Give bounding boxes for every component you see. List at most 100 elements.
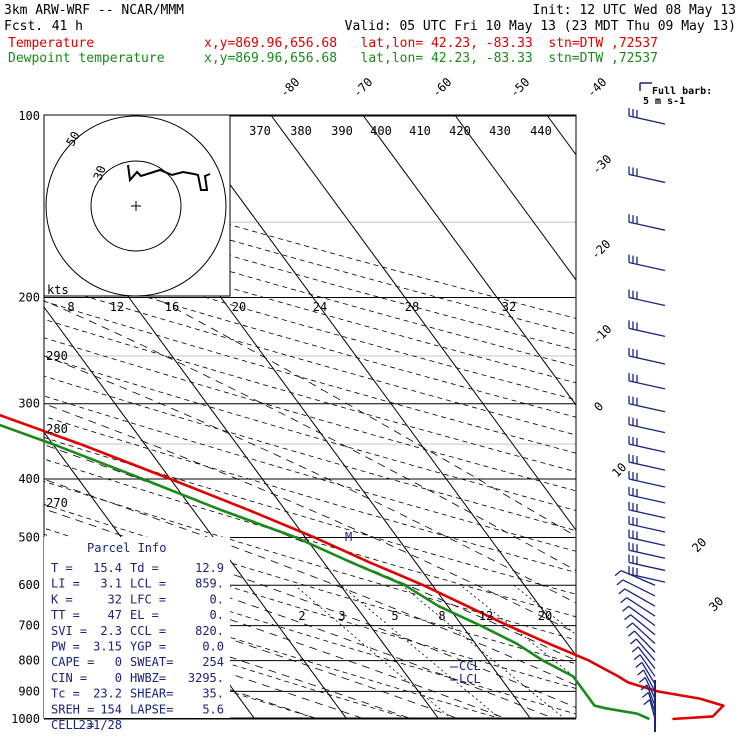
parcel-label: YGP = (130, 640, 166, 654)
parcel-value: 0 (115, 655, 122, 669)
isotherm-line (44, 306, 347, 718)
hodograph-ring-label: 50 (63, 129, 82, 149)
dry-adiabat-line (44, 437, 576, 595)
parcel-value: 5.6 (202, 702, 224, 716)
wind-barb (628, 372, 666, 390)
parcel-value: 0. (210, 608, 224, 622)
moist-adiabat-line (44, 478, 576, 686)
plot-frame (43, 114, 577, 719)
mixing-ratio-label: 8 (438, 609, 445, 623)
wind-barb (628, 436, 666, 453)
pressure-tick-label: 200 (18, 291, 40, 305)
mixing-ratio-label: 20 (538, 609, 552, 623)
parcel-row: TT = 47 EL = 0. (51, 608, 224, 622)
pressure-tick-label: 600 (18, 578, 40, 592)
wind-barb (628, 516, 666, 533)
wind-barb (628, 471, 666, 488)
wind-barb (628, 320, 666, 338)
theta-label: 400 (370, 124, 392, 138)
pressure-tick-label: 300 (18, 397, 40, 411)
parcel-label: K = (51, 592, 73, 606)
theta-label: 380 (290, 124, 312, 138)
theta-left-label: 280 (46, 422, 68, 436)
fcst-value: 41 h (52, 19, 83, 34)
pressure-tick-label: 1000 (11, 712, 40, 726)
wind-barb (628, 501, 666, 519)
hodograph-trace (127, 164, 211, 191)
parcel-row: PW = 3.15 YGP = 0.0 (51, 640, 224, 654)
mixing-ratio-line (294, 584, 452, 718)
parcel-row: Tc = 23.2 SHEAR= 35. (51, 687, 224, 701)
parcel-info-title: Parcel Info (87, 541, 166, 555)
parcel-value: 3.1 (100, 577, 122, 591)
wind-barb (628, 542, 666, 559)
moist-adiabat-line (44, 355, 576, 604)
parcel-label: LI = (51, 577, 80, 591)
dry-adiabat-line (44, 266, 576, 418)
wind-barb (628, 395, 666, 413)
moist-adiabat-line (44, 300, 576, 572)
mixing-ratio-label: 12 (479, 609, 493, 623)
dry-adiabat-line (44, 232, 576, 384)
init-time: Init: 12 UTC Wed 08 May 13 (533, 3, 737, 18)
parcel-label: EL = (130, 608, 159, 622)
model-title: 3km ARW-WRF -- NCAR/MMM (4, 3, 184, 18)
wind-barb (633, 654, 656, 677)
parcel-label: CIN = (51, 671, 87, 685)
legend-temperature-info: x,y=869.96,656.68 lat,lon= 42.23, -83.33… (204, 36, 658, 51)
wind-barb (628, 166, 666, 184)
parcel-row: LI = 3.1 LCL = 859. (51, 577, 224, 591)
parcel-value: 2.3 (100, 624, 122, 638)
wind-barb (628, 108, 666, 125)
hodograph-speed-label: 32 (502, 300, 516, 314)
parcel-label: HWBZ= (130, 671, 166, 685)
lcl-label: LCL (459, 672, 481, 686)
parcel-value: 0.0 (202, 640, 224, 654)
parcel-value: 23.2 (93, 687, 122, 701)
parcel-row: CELL =231/28 (51, 718, 122, 732)
wind-barb (628, 566, 666, 583)
parcel-label: SVI = (51, 624, 87, 638)
parcel-value: 32 (108, 592, 122, 606)
parcel-value: 15.4 (93, 561, 122, 575)
isotherm-line (455, 115, 576, 281)
theta-label: 440 (530, 124, 552, 138)
legend-temperature-label: Temperature (8, 36, 94, 51)
moist-adiabat-line (44, 403, 576, 634)
wind-barb (635, 661, 656, 685)
wind-barb (622, 605, 656, 627)
pressure-tick-label: 500 (18, 530, 40, 544)
hodograph-ring-outer (45, 115, 227, 296)
hodograph (43, 114, 231, 297)
wind-barb (637, 669, 656, 692)
barb-legend-line1: Full barb: (652, 86, 712, 97)
pressure-tick-label: 900 (18, 684, 40, 698)
wind-barb (628, 347, 666, 365)
hodograph-ring-inner (90, 160, 182, 252)
dry-adiabat-line (44, 283, 576, 436)
dry-adiabat-line (44, 216, 576, 367)
mixing-ratio-label: 5 (391, 609, 398, 623)
parcel-label: LFC = (130, 592, 166, 606)
parcel-label: TT = (51, 608, 80, 622)
wind-barb (628, 554, 666, 572)
theta-left-label: 290 (46, 349, 68, 363)
moist-adiabat-line (44, 611, 363, 718)
legend-dewpoint-label: Dewpoint temperature (8, 51, 165, 66)
theta-label: 410 (409, 124, 431, 138)
hodograph-speed-label: 12 (110, 300, 124, 314)
wind-barb (629, 638, 656, 661)
dry-adiabat-line (44, 503, 576, 665)
barb-legend-line2: 5 m s-1 (643, 96, 685, 107)
parcel-row: T = 15.4 Td = 12.9 (51, 561, 224, 575)
parcel-row: SREH = 154 LAPSE= 5.6 (51, 702, 224, 716)
wind-barb (628, 416, 666, 434)
parcel-value: 154 (100, 702, 122, 716)
hodograph-ring-label: 30 (91, 164, 109, 182)
parcel-value: 47 (108, 608, 122, 622)
parcel-value: 0. (210, 592, 224, 606)
pressure-tick-label: 400 (18, 472, 40, 486)
wind-barb (628, 289, 666, 307)
moist-adiabat-line (154, 297, 576, 537)
